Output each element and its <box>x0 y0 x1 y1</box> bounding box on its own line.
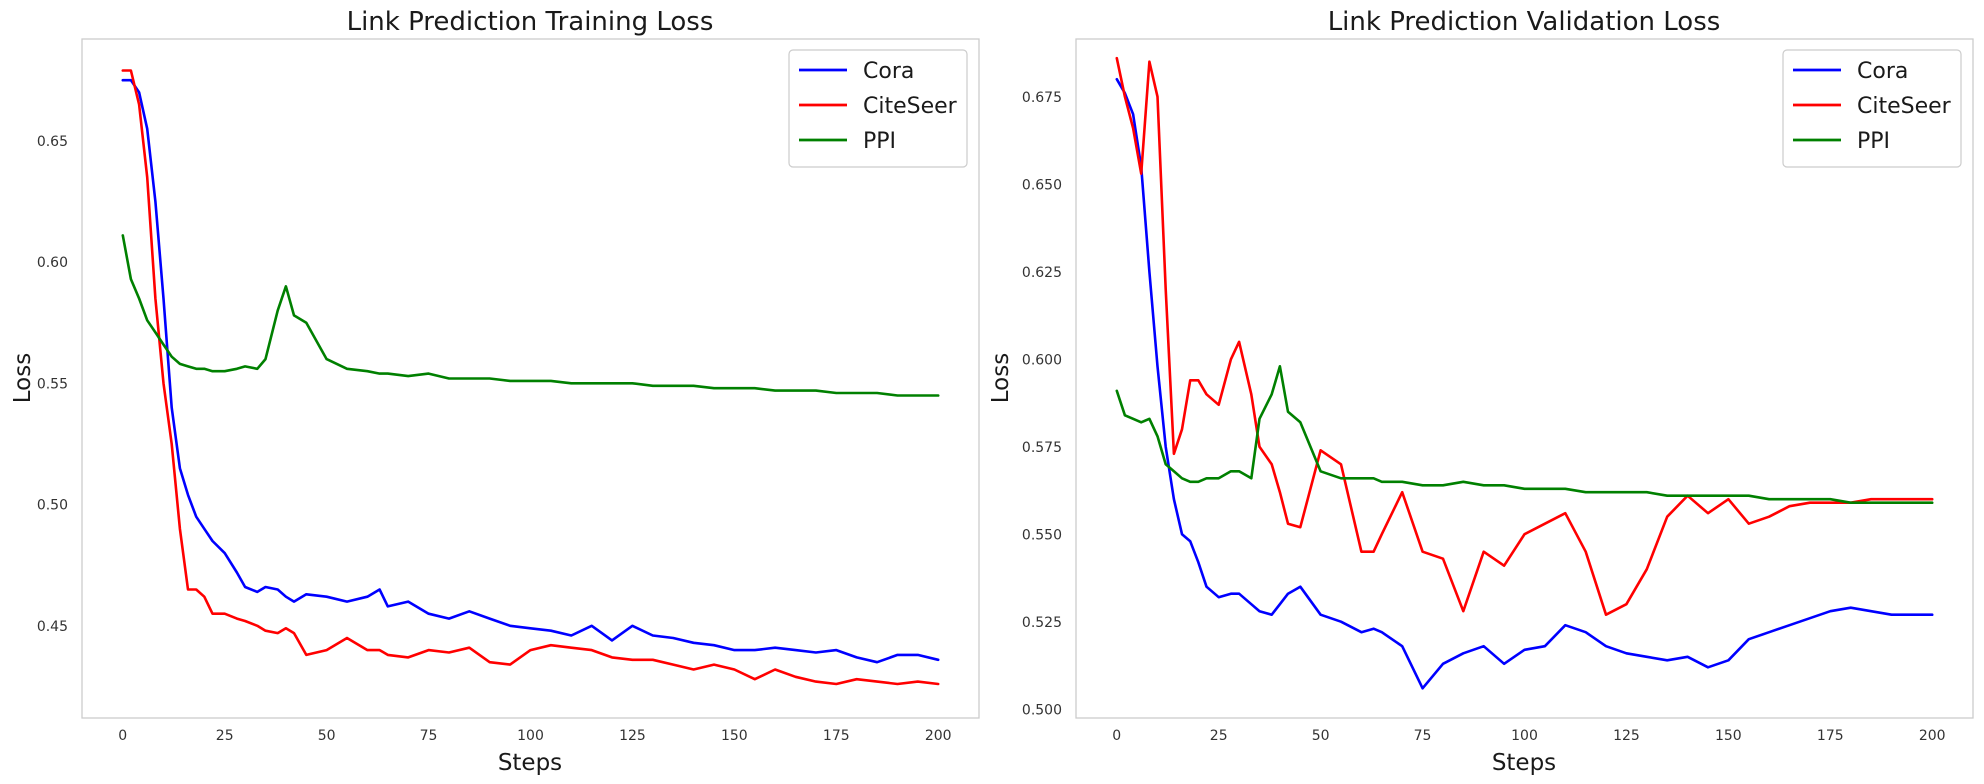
x-tick-label: 25 <box>216 728 234 744</box>
x-axis-label: Steps <box>498 750 562 776</box>
x-tick-label: 0 <box>1112 728 1121 744</box>
x-tick-label: 50 <box>1312 728 1330 744</box>
legend-label: CiteSeer <box>863 94 958 119</box>
legend-label: Cora <box>1857 59 1908 84</box>
series-line-ppi <box>121 234 940 397</box>
x-tick-label: 50 <box>318 728 336 744</box>
x-tick-label: 200 <box>925 728 952 744</box>
x-tick-label: 75 <box>420 728 438 744</box>
legend: Cora CiteSeer PPI <box>1782 49 1962 168</box>
series-line-citeseer <box>1115 56 1934 617</box>
y-tick-label: 0.600 <box>1022 352 1062 368</box>
tick-labels: 0 25 50 75 100 125 150 175 200 0.500 0.525 0.550 0.5… <box>1022 90 1946 744</box>
y-axis-label: Loss <box>10 353 36 403</box>
x-tick-label: 25 <box>1210 728 1228 744</box>
series-line-ppi <box>1115 364 1934 505</box>
y-tick-label: 0.65 <box>37 134 68 150</box>
y-tick-label: 0.625 <box>1022 265 1062 281</box>
plot-frame <box>81 38 980 719</box>
y-tick-label: 0.45 <box>37 619 68 635</box>
legend-label: PPI <box>1857 129 1890 154</box>
tick-labels: 0 25 50 75 100 125 150 175 200 0.45 0.50 0.55 0.60 0.… <box>37 134 952 744</box>
training-loss-panel: Link Prediction Training Loss 0 25 50 75 100… <box>10 7 980 776</box>
x-tick-label: 175 <box>1817 728 1844 744</box>
plot-frame <box>1075 38 1974 719</box>
legend-box <box>1782 49 1962 168</box>
y-tick-label: 0.550 <box>1022 527 1062 543</box>
x-axis-label: Steps <box>1492 750 1556 776</box>
x-tick-label: 150 <box>721 728 748 744</box>
x-tick-label: 150 <box>1715 728 1742 744</box>
series-line-citeseer <box>121 69 940 686</box>
validation-loss-panel: Link Prediction Validation Loss 0 25 50 75 1… <box>988 7 1974 776</box>
x-tick-label: 75 <box>1414 728 1432 744</box>
x-tick-label: 125 <box>1613 728 1640 744</box>
series-line-cora <box>1115 77 1934 690</box>
x-tick-label: 200 <box>1919 728 1946 744</box>
chart-title: Link Prediction Training Loss <box>347 7 714 37</box>
y-tick-label: 0.500 <box>1022 702 1062 718</box>
y-tick-label: 0.675 <box>1022 90 1062 106</box>
series-lines <box>121 69 940 686</box>
x-tick-label: 0 <box>118 728 127 744</box>
legend: Cora CiteSeer PPI <box>788 49 968 168</box>
series-lines <box>1115 56 1934 690</box>
x-tick-label: 100 <box>1511 728 1538 744</box>
legend-label: CiteSeer <box>1857 94 1952 119</box>
y-tick-label: 0.650 <box>1022 177 1062 193</box>
y-tick-label: 0.55 <box>37 376 68 392</box>
y-tick-label: 0.525 <box>1022 615 1062 631</box>
y-axis-label: Loss <box>988 353 1014 403</box>
legend-label: Cora <box>863 59 914 84</box>
y-tick-label: 0.60 <box>37 255 68 271</box>
chart-title: Link Prediction Validation Loss <box>1328 7 1721 37</box>
x-tick-label: 125 <box>619 728 646 744</box>
legend-label: PPI <box>863 129 896 154</box>
x-tick-label: 175 <box>823 728 850 744</box>
y-tick-label: 0.50 <box>37 498 68 514</box>
legend-box <box>788 49 968 168</box>
x-tick-label: 100 <box>517 728 544 744</box>
y-tick-label: 0.575 <box>1022 440 1062 456</box>
series-line-cora <box>121 78 940 664</box>
